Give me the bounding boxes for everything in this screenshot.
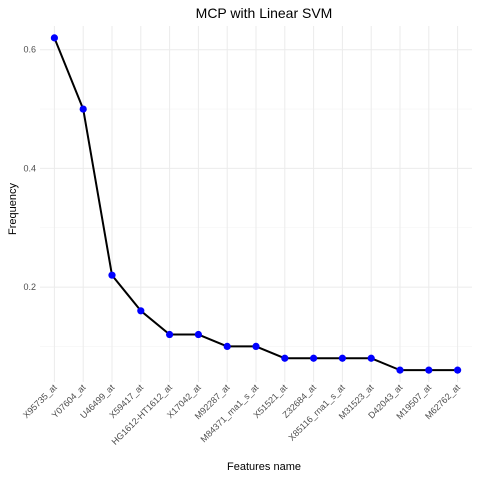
series-frequency (50, 34, 462, 374)
data-point (79, 105, 87, 113)
y-tick-label: 0.6 (23, 45, 36, 55)
data-point (252, 342, 260, 350)
data-point (137, 307, 145, 315)
x-axis-ticks: X95735_atY07604_atU46499_atX59417_atHG16… (21, 382, 462, 447)
data-point (108, 271, 116, 279)
data-point (310, 354, 318, 362)
chart-title: MCP with Linear SVM (196, 5, 333, 21)
data-point (50, 34, 59, 42)
data-point (338, 354, 346, 362)
y-tick-label: 0.4 (23, 163, 36, 173)
data-point (223, 342, 231, 350)
data-point (454, 366, 462, 374)
y-tick-label: 0.2 (23, 282, 36, 292)
data-point (425, 366, 433, 374)
data-point (166, 330, 174, 339)
data-point (194, 330, 202, 339)
x-axis-title: Features name (227, 461, 301, 473)
grid (40, 26, 472, 382)
y-axis-ticks: 0.2 0.4 0.6 (23, 45, 36, 292)
data-point (396, 366, 404, 374)
y-axis-title: Frequency (7, 183, 19, 235)
data-point (367, 354, 375, 362)
data-point (281, 354, 289, 362)
